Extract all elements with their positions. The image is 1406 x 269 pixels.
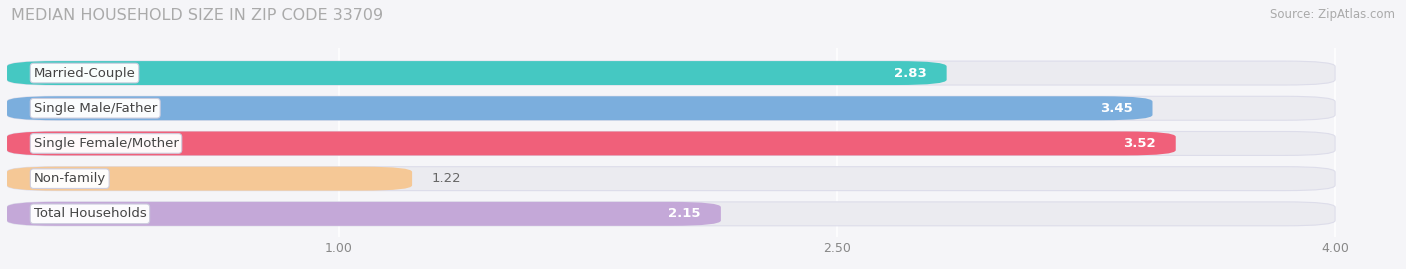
FancyBboxPatch shape bbox=[7, 96, 1336, 120]
FancyBboxPatch shape bbox=[7, 96, 1153, 120]
FancyBboxPatch shape bbox=[7, 167, 412, 191]
Text: 1.22: 1.22 bbox=[432, 172, 461, 185]
FancyBboxPatch shape bbox=[7, 132, 1175, 155]
Text: Non-family: Non-family bbox=[34, 172, 105, 185]
Text: Single Female/Mother: Single Female/Mother bbox=[34, 137, 179, 150]
Text: Total Households: Total Households bbox=[34, 207, 146, 220]
FancyBboxPatch shape bbox=[7, 167, 1336, 191]
FancyBboxPatch shape bbox=[7, 132, 1336, 155]
FancyBboxPatch shape bbox=[7, 61, 946, 85]
Text: 3.45: 3.45 bbox=[1099, 102, 1133, 115]
Text: 2.15: 2.15 bbox=[668, 207, 702, 220]
FancyBboxPatch shape bbox=[7, 202, 1336, 226]
Text: Source: ZipAtlas.com: Source: ZipAtlas.com bbox=[1270, 8, 1395, 21]
FancyBboxPatch shape bbox=[7, 202, 721, 226]
Text: Single Male/Father: Single Male/Father bbox=[34, 102, 157, 115]
Text: MEDIAN HOUSEHOLD SIZE IN ZIP CODE 33709: MEDIAN HOUSEHOLD SIZE IN ZIP CODE 33709 bbox=[11, 8, 384, 23]
Text: 3.52: 3.52 bbox=[1123, 137, 1156, 150]
FancyBboxPatch shape bbox=[7, 61, 1336, 85]
Text: Married-Couple: Married-Couple bbox=[34, 66, 135, 80]
Text: 2.83: 2.83 bbox=[894, 66, 927, 80]
